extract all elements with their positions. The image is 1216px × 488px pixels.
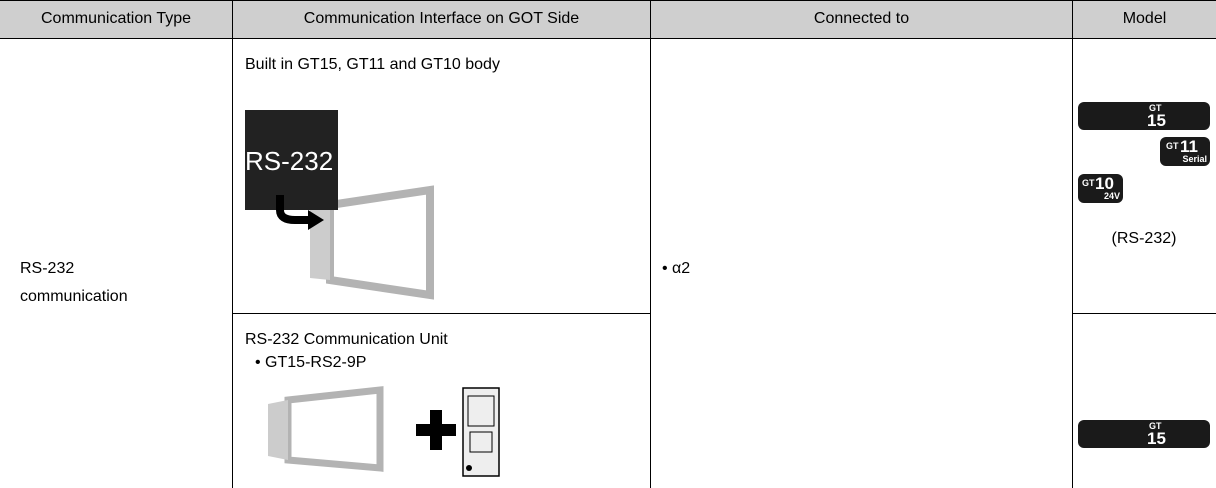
- cell-text: • GT15-RS2-9P: [255, 354, 367, 371]
- badge-prefix: GT: [1149, 421, 1162, 431]
- model-badge: GT 15: [1078, 420, 1210, 448]
- model-badge: GT 15: [1078, 102, 1210, 130]
- badge-number: 11: [1180, 137, 1198, 156]
- unit-illustration: [268, 386, 500, 477]
- border: [232, 0, 233, 488]
- cell-text: communication: [20, 288, 128, 305]
- border: [1072, 0, 1073, 488]
- border: [232, 313, 650, 314]
- border: [1072, 313, 1216, 314]
- border: [0, 0, 1216, 1]
- badge-prefix: GT: [1082, 178, 1095, 188]
- header-cell: Communication Type: [0, 0, 232, 38]
- badge-prefix: GT: [1149, 103, 1162, 113]
- builtin-illustration: [245, 110, 434, 300]
- header-cell: Model: [1073, 0, 1216, 38]
- header-cell: Connected to: [651, 0, 1072, 38]
- cell-text: RS-232 Communication Unit: [245, 331, 448, 348]
- badge-number: 15: [1147, 111, 1166, 130]
- badge-number: 10: [1095, 174, 1114, 193]
- cell-text: • α2: [662, 260, 691, 277]
- badge-suffix: 24V: [1103, 191, 1120, 201]
- cell-text: (RS-232): [1111, 230, 1177, 247]
- model-badge: GT 11 Serial: [1160, 137, 1210, 166]
- cell-text: Built in GT15, GT11 and GT10 body: [245, 56, 500, 73]
- model-badge: GT 10 24V: [1078, 174, 1123, 203]
- icon-label: RS-232: [245, 146, 334, 176]
- badge-number: 15: [1147, 429, 1166, 448]
- border: [0, 38, 1216, 39]
- border: [650, 0, 651, 488]
- badge-suffix: Serial: [1182, 154, 1207, 164]
- badge-prefix: GT: [1166, 141, 1179, 151]
- cell-text: RS-232: [20, 260, 75, 277]
- header-cell: Communication Interface on GOT Side: [233, 0, 650, 38]
